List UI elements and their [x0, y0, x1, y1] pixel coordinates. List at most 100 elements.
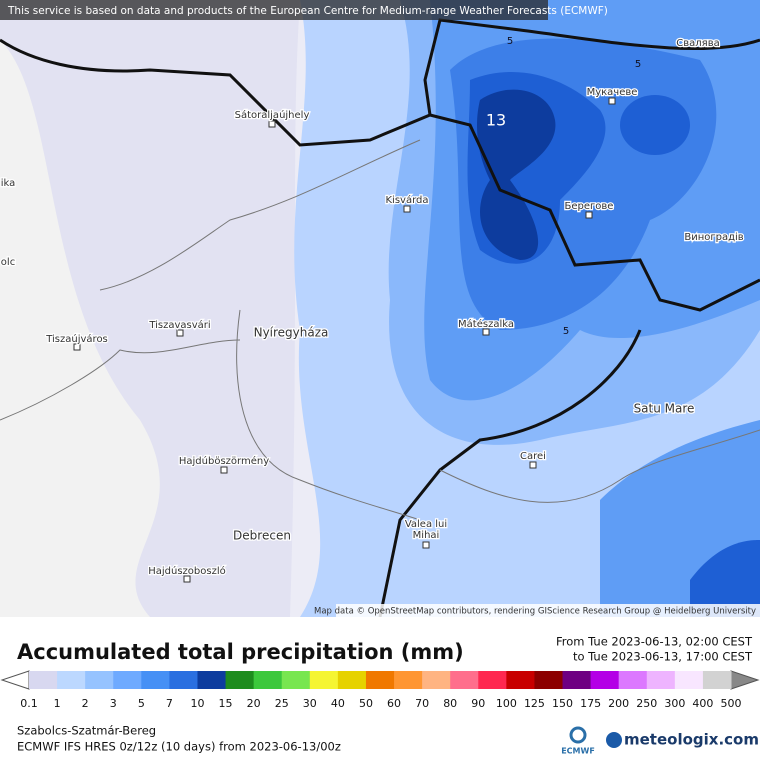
colorbar-tick-label: 150: [552, 697, 573, 710]
notice-bar: [0, 0, 548, 20]
colorbar-segment: [674, 671, 704, 689]
colorbar-tick-label: 500: [721, 697, 742, 710]
colorbar-tick-label: 20: [247, 697, 261, 710]
time-to: to Tue 2023-06-13, 17:00 CEST: [573, 650, 753, 664]
place-label: Kisvárda: [385, 194, 428, 206]
colorbar-segment: [562, 671, 592, 689]
colorbar-segment: [337, 671, 367, 689]
colorbar-segment: [141, 671, 170, 689]
notice: This service is based on data and produc…: [7, 5, 608, 17]
colorbar-segment: [422, 671, 451, 689]
colorbar-segment: [225, 671, 255, 689]
colorbar-tick-label: 80: [443, 697, 457, 710]
colorbar-segment: [478, 671, 507, 689]
colorbar-segment: [29, 671, 58, 689]
place-label: Satu Mare: [634, 402, 695, 416]
colorbar-segment: [646, 671, 676, 689]
place-marker: [176, 329, 184, 337]
model-info: ECMWF IFS HRES 0z/12z (10 days) from 202…: [17, 740, 341, 754]
place-label: Мукачеве: [587, 87, 638, 98]
colorbar-tick-label: 30: [303, 697, 317, 710]
place-label: Sátoraljaújhely: [235, 109, 310, 121]
colorbar-segment: [309, 671, 339, 689]
contour-label: 5: [635, 59, 641, 70]
place-marker: [220, 466, 228, 474]
colorbar-tick-label: 250: [636, 697, 657, 710]
place-label: Свалява: [676, 38, 719, 49]
legend-title: Accumulated total precipitation (mm): [17, 640, 464, 664]
place-label: Tiszavasvári: [148, 319, 210, 331]
place-label: Виноградів: [684, 231, 743, 243]
colorbar-tick-label: 400: [692, 697, 713, 710]
colorbar-tick-label: 200: [608, 697, 629, 710]
colorbar-tick-label: 15: [219, 697, 233, 710]
map: This service is based on data and produc…: [0, 0, 760, 617]
colorbar-segment: [534, 671, 564, 689]
place-label: Hajdúböszörmény: [179, 455, 269, 467]
colorbar-segment: [506, 671, 535, 689]
place-label: Debrecen: [233, 529, 291, 543]
colorbar-tick-label: 1: [54, 697, 61, 710]
place-label: Hajdúszoboszló: [148, 565, 226, 577]
colorbar-segment: [169, 671, 198, 689]
colorbar-segment: [618, 671, 648, 689]
contour-label: 13: [486, 111, 506, 130]
colorbar-tick-label: 175: [580, 697, 601, 710]
colorbar-tick-label: 60: [387, 697, 401, 710]
contour-label: 5: [563, 326, 569, 337]
ecmwf-logo: ECMWF: [561, 747, 595, 756]
colorbar-segment: [394, 671, 423, 689]
place-label: olc: [1, 257, 15, 268]
colorbar-tick-label: 5: [138, 697, 145, 710]
colorbar-tick-label: 125: [524, 697, 545, 710]
place-label: Tiszaújváros: [45, 333, 108, 345]
colorbar-tick-label: 0.1: [20, 697, 38, 710]
contour-label: 5: [507, 36, 513, 47]
colorbar-tick-label: 40: [331, 697, 345, 710]
place-marker: [183, 575, 191, 583]
place-marker: [482, 328, 490, 336]
colorbar-tick-label: 25: [275, 697, 289, 710]
time-from: From Tue 2023-06-13, 02:00 CEST: [556, 635, 753, 649]
place-label: Nyíregyháza: [254, 326, 329, 340]
colorbar-tick-label: 2: [82, 697, 89, 710]
ecmwf-icon: [569, 726, 587, 744]
colorbar-segment: [197, 671, 227, 689]
place-label: ika: [1, 178, 16, 189]
place-marker: [585, 211, 593, 219]
place-marker: [608, 97, 616, 105]
colorbar-segment: [253, 671, 283, 689]
colorbar-segment: [702, 671, 732, 689]
place-marker: [403, 205, 411, 213]
colorbar-segment: [365, 671, 395, 689]
brand-icon: [606, 732, 622, 748]
attribution: Map data © OpenStreetMap contributors, r…: [314, 607, 756, 617]
colorbar-arrow-left: [0, 670, 30, 690]
colorbar-tick-label: 70: [415, 697, 429, 710]
place-marker: [529, 461, 537, 469]
colorbar-tick-label: 7: [166, 697, 173, 710]
colorbar-tick-label: 10: [190, 697, 204, 710]
colorbar-tick-label: 300: [664, 697, 685, 710]
colorbar-tick-label: 90: [471, 697, 485, 710]
colorbar-segment: [57, 671, 86, 689]
colorbar-segment: [590, 671, 620, 689]
colorbar-tick-label: 3: [110, 697, 117, 710]
place-label: Valea lui: [405, 519, 447, 530]
place-marker: [268, 120, 276, 128]
place-label: Mihai: [413, 530, 440, 541]
place-label: Mátészalka: [458, 318, 514, 330]
colorbar-arrow-right: [730, 670, 760, 690]
brand: meteologix.com: [624, 731, 759, 749]
place-label: Carei: [520, 451, 546, 462]
place-marker: [422, 541, 430, 549]
colorbar-segment: [281, 671, 311, 689]
place-marker: [73, 343, 81, 351]
colorbar-tick-label: 50: [359, 697, 373, 710]
colorbar-tick-label: 100: [496, 697, 517, 710]
colorbar-segment: [450, 671, 479, 689]
region: Szabolcs-Szatmár-Bereg: [17, 724, 156, 738]
colorbar-segment: [85, 671, 114, 689]
